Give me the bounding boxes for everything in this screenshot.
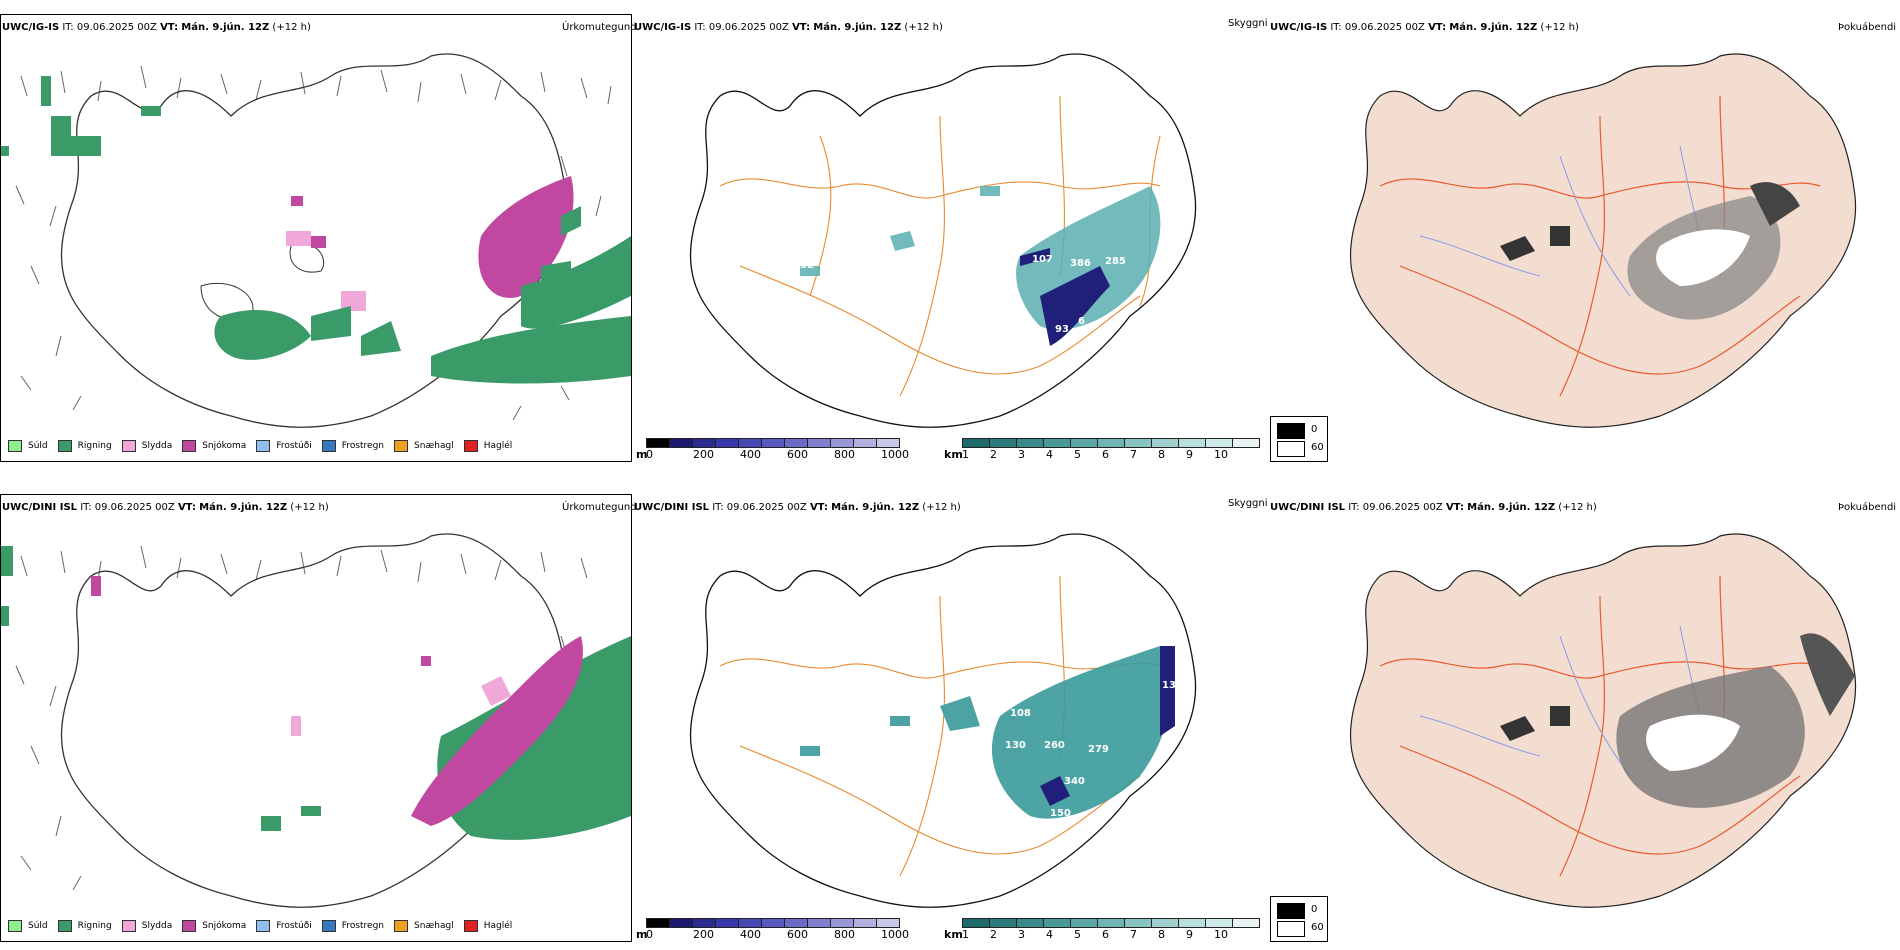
- legend-item-sudd: Súld: [8, 440, 48, 452]
- svg-text:107: 107: [1032, 254, 1053, 265]
- legend-item-rigning: Rigning: [57, 440, 112, 452]
- svg-text:279: 279: [1088, 744, 1109, 755]
- panel-type-label: Skyggni: [1228, 498, 1268, 509]
- precip-legend-bottom: Súld Rigning Slydda Snjókoma Frostúði Fr…: [8, 920, 522, 932]
- precip-legend-top: Súld Rigning Slydda Snjókoma Frostúði Fr…: [8, 440, 522, 452]
- vis-m-colorbar: [646, 918, 900, 928]
- panel-title-bottom-mid: UWC/DINI ISL IT: 09.06.2025 00Z VT: Mán.…: [634, 502, 961, 513]
- legend-item-snjokoma: Snjókoma: [182, 920, 246, 932]
- fog-areas: [1500, 633, 1855, 808]
- legend-item-slydda: Slydda: [121, 440, 172, 452]
- vis-km-colorbar: [962, 918, 1260, 928]
- wind-barbs: [15, 545, 602, 891]
- legend-item-frostudi: Frostúði: [256, 440, 312, 452]
- panel-type-label: Þokuábendi: [1838, 502, 1897, 513]
- snow-areas: [291, 176, 574, 298]
- legend-item-snjokoma: Snjókoma: [182, 440, 246, 452]
- svg-text:140: 140: [970, 730, 991, 741]
- vis-m-colorbar: [646, 438, 900, 448]
- precip-map-top: [1, 53, 631, 428]
- panel-type-label: Þokuábendi: [1838, 22, 1897, 33]
- vis-km-ticks: 1 2 3 4 5 6 7 8 9 10: [962, 448, 1228, 461]
- vis-km-unit: km: [944, 928, 963, 941]
- svg-text:130: 130: [1005, 740, 1026, 751]
- svg-text:13: 13: [1162, 680, 1176, 691]
- panel-title-bottom-right: UWC/DINI ISL IT: 09.06.2025 00Z VT: Mán.…: [1270, 502, 1597, 513]
- panel-title-top-right: UWC/IG-IS IT: 09.06.2025 00Z VT: Mán. 9.…: [1270, 22, 1579, 33]
- sleet-areas: [286, 231, 366, 311]
- legend-item-rigning: Rigning: [57, 920, 112, 932]
- panel-type-label: Úrkomutegund: [562, 502, 637, 513]
- fog-map-bottom: [1350, 533, 1857, 908]
- fog-legend-bottom: 0 60: [1270, 896, 1328, 942]
- svg-text:93: 93: [1055, 324, 1069, 335]
- very-low-visibility: [1040, 646, 1175, 806]
- vis-km-unit: km: [944, 448, 963, 461]
- legend-item-hagel: Haglél: [463, 440, 512, 452]
- sleet-areas: [291, 676, 511, 736]
- vis-m-ticks: 0 200 400 600 800 1000: [646, 928, 909, 941]
- snow-areas: [91, 576, 583, 826]
- svg-text:150: 150: [1050, 808, 1071, 819]
- vis-m-ticks: 0 200 400 600 800 1000: [646, 448, 909, 461]
- vis-m-unit: m: [636, 448, 648, 461]
- legend-item-frostregn: Frostregn: [321, 920, 384, 932]
- svg-text:340: 340: [1064, 776, 1085, 787]
- panel-type-label: Skyggni: [1228, 18, 1268, 29]
- svg-text:13: 13: [980, 243, 994, 254]
- visibility-map-bottom: 108 140 130 260 279 340 150 13: [689, 533, 1197, 908]
- rain-areas: [1, 76, 631, 384]
- panel-title-top-mid: UWC/IG-IS IT: 09.06.2025 00Z VT: Mán. 9.…: [634, 22, 943, 33]
- visibility-map-top: 107 386 285 93 6 13 52: [689, 53, 1197, 428]
- precip-type-panel-bottom: [0, 494, 632, 942]
- svg-text:386: 386: [1070, 258, 1091, 269]
- svg-text:260: 260: [1044, 740, 1065, 751]
- legend-item-sudd: Súld: [8, 920, 48, 932]
- panel-title-bottom-left: UWC/DINI ISL IT: 09.06.2025 00Z VT: Mán.…: [2, 502, 329, 513]
- svg-text:52: 52: [800, 260, 814, 271]
- svg-text:285: 285: [1105, 256, 1126, 267]
- low-visibility-areas: [800, 646, 1171, 819]
- vis-m-unit: m: [636, 928, 648, 941]
- legend-item-snaehagl: Snæhagl: [394, 440, 454, 452]
- precip-map-bottom: [1, 533, 631, 908]
- iceland-outline: [60, 533, 568, 908]
- very-low-visibility: [1020, 248, 1110, 346]
- svg-text:108: 108: [1010, 708, 1031, 719]
- legend-item-slydda: Slydda: [121, 920, 172, 932]
- fog-areas: [1500, 182, 1800, 320]
- legend-item-frostregn: Frostregn: [321, 440, 384, 452]
- vis-km-colorbar: [962, 438, 1260, 448]
- legend-item-snaehagl: Snæhagl: [394, 920, 454, 932]
- precip-type-panel-top: [0, 14, 632, 462]
- iceland-outline: [60, 53, 568, 428]
- panel-title-top-left: UWC/IG-IS IT: 09.06.2025 00Z VT: Mán. 9.…: [2, 22, 311, 33]
- vis-km-ticks: 1 2 3 4 5 6 7 8 9 10: [962, 928, 1228, 941]
- fog-map-top: [1350, 53, 1857, 428]
- svg-text:6: 6: [1078, 316, 1085, 327]
- fog-legend-top: 0 60: [1270, 416, 1328, 462]
- legend-item-frostudi: Frostúði: [256, 920, 312, 932]
- legend-item-hagel: Haglél: [463, 920, 512, 932]
- panel-type-label: Úrkomutegund: [562, 22, 637, 33]
- visibility-labels: 108 140 130 260 279 340 150 13: [970, 680, 1176, 819]
- visibility-labels: 107 386 285 93 6 13 52: [800, 243, 1126, 335]
